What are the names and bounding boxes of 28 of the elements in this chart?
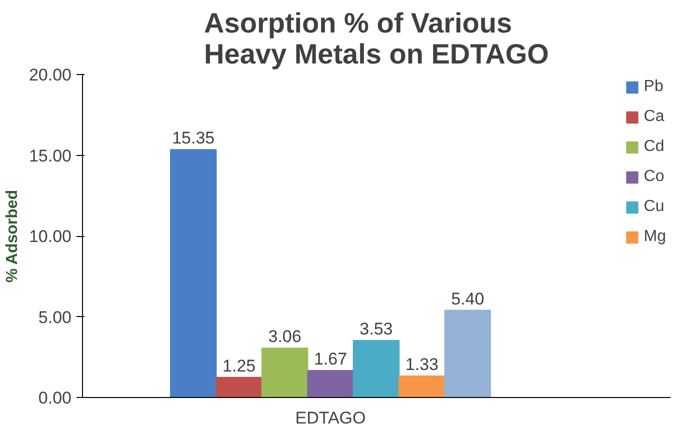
legend-label: Mg	[644, 228, 666, 246]
data-label: 15.35	[172, 128, 215, 148]
data-label: 1.67	[314, 350, 348, 369]
y-tick-label: 5.00	[38, 308, 72, 327]
bar	[170, 149, 217, 398]
legend-label: Co	[644, 168, 664, 186]
bar	[352, 340, 400, 398]
y-tick-label: 10.00	[28, 227, 72, 246]
y-axis-title: % Adsorbed	[4, 190, 21, 283]
legend-label: Cu	[644, 198, 664, 216]
chart-title: Asorption % of Various Heavy Metals on EDTAGO	[204, 8, 549, 70]
y-tick-label: 0.00	[38, 388, 72, 408]
bar	[398, 376, 446, 398]
x-tick-label: EDTAGO	[295, 408, 366, 428]
bar	[444, 310, 491, 398]
legend-label: Pb	[644, 78, 664, 96]
bar	[216, 376, 262, 398]
data-label: 1.33	[405, 355, 438, 374]
data-label: 5.40	[451, 289, 484, 308]
data-label: 1.25	[222, 356, 256, 376]
legend-label: Cd	[644, 138, 664, 156]
legend-label: Ca	[644, 108, 664, 126]
bar	[261, 348, 308, 398]
data-label: 3.06	[268, 327, 302, 346]
data-label: 3.53	[360, 319, 393, 338]
bar	[307, 370, 354, 398]
y-tick-label: 20.00	[28, 66, 72, 84]
y-tick-label: 15.00	[28, 146, 72, 166]
